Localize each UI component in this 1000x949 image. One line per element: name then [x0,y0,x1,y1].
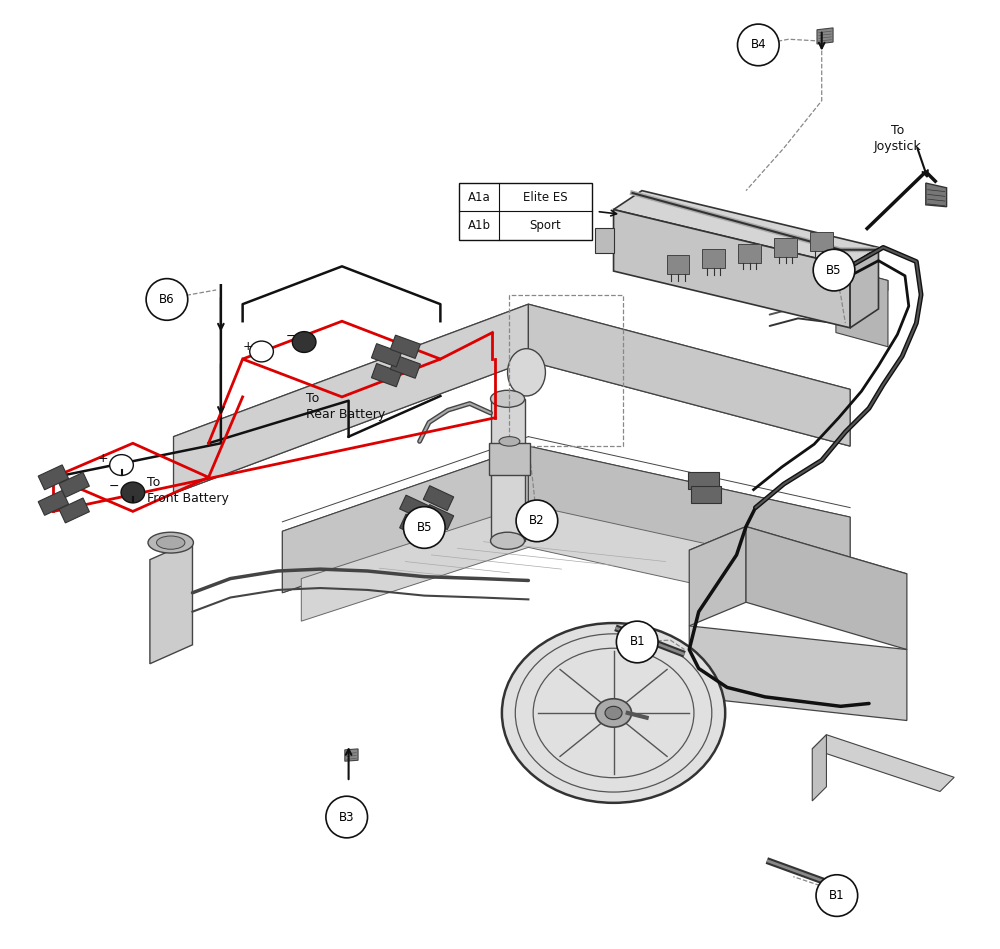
Polygon shape [812,735,954,791]
Text: +: + [243,340,253,353]
Text: Sport: Sport [530,219,561,233]
Polygon shape [282,446,528,593]
Polygon shape [689,626,907,720]
Bar [489,443,530,475]
Polygon shape [528,305,850,446]
Bar [400,514,430,539]
Bar [491,399,525,541]
Polygon shape [301,505,822,622]
Ellipse shape [605,706,622,719]
Bar [38,491,69,515]
Text: B5: B5 [826,264,842,276]
Polygon shape [614,210,850,327]
Text: To
Rear Battery: To Rear Battery [306,392,385,420]
Bar [38,465,69,490]
Bar [400,495,430,520]
Text: Elite ES: Elite ES [523,191,568,204]
Bar [59,498,89,523]
Polygon shape [812,735,826,801]
Bar [667,255,689,274]
Polygon shape [689,527,746,626]
Bar [738,244,761,263]
Polygon shape [595,228,614,252]
Polygon shape [836,267,888,346]
Text: −: − [109,479,119,493]
Polygon shape [150,541,192,663]
Circle shape [616,622,658,662]
Circle shape [516,500,558,542]
Polygon shape [345,749,358,761]
Text: B1: B1 [829,889,845,902]
Text: B3: B3 [339,810,354,824]
Text: +: + [97,453,108,465]
Ellipse shape [148,532,193,553]
Ellipse shape [491,390,525,407]
Ellipse shape [596,698,632,727]
Text: A1a: A1a [468,191,491,204]
Polygon shape [850,248,878,327]
Bar [702,250,725,269]
Ellipse shape [110,455,133,475]
Polygon shape [174,305,850,493]
Circle shape [403,507,445,549]
Bar [810,233,833,251]
Polygon shape [926,183,947,207]
Polygon shape [817,28,833,44]
Bar [688,472,719,489]
Ellipse shape [502,623,725,803]
Text: A1b: A1b [468,219,491,233]
Polygon shape [614,191,878,267]
Circle shape [738,24,779,65]
Bar [423,505,454,530]
Bar [371,363,401,387]
Circle shape [816,875,858,917]
Bar [59,473,89,497]
Polygon shape [282,446,850,593]
Polygon shape [746,527,907,649]
Text: To
Front Battery: To Front Battery [147,476,229,505]
Polygon shape [528,446,850,579]
Bar [774,238,797,257]
Ellipse shape [491,532,525,549]
Ellipse shape [292,331,316,352]
Circle shape [813,250,855,291]
Circle shape [146,279,188,320]
Bar [691,486,721,503]
Bar [423,486,454,511]
Bar [371,344,401,367]
Ellipse shape [250,341,273,362]
Text: B5: B5 [417,521,432,534]
Circle shape [326,796,368,838]
Polygon shape [836,267,888,290]
Bar [459,183,592,240]
Ellipse shape [157,536,185,549]
Text: To
Joystick: To Joystick [874,124,921,154]
Polygon shape [689,527,907,598]
Polygon shape [174,305,528,493]
Text: B1: B1 [629,636,645,648]
Ellipse shape [508,348,545,396]
Ellipse shape [499,437,520,446]
Bar [390,335,420,359]
Text: B4: B4 [751,38,766,51]
Text: B6: B6 [159,293,175,306]
Ellipse shape [121,482,145,503]
Text: B2: B2 [529,514,545,528]
Bar [390,355,420,379]
Text: −: − [285,330,296,344]
